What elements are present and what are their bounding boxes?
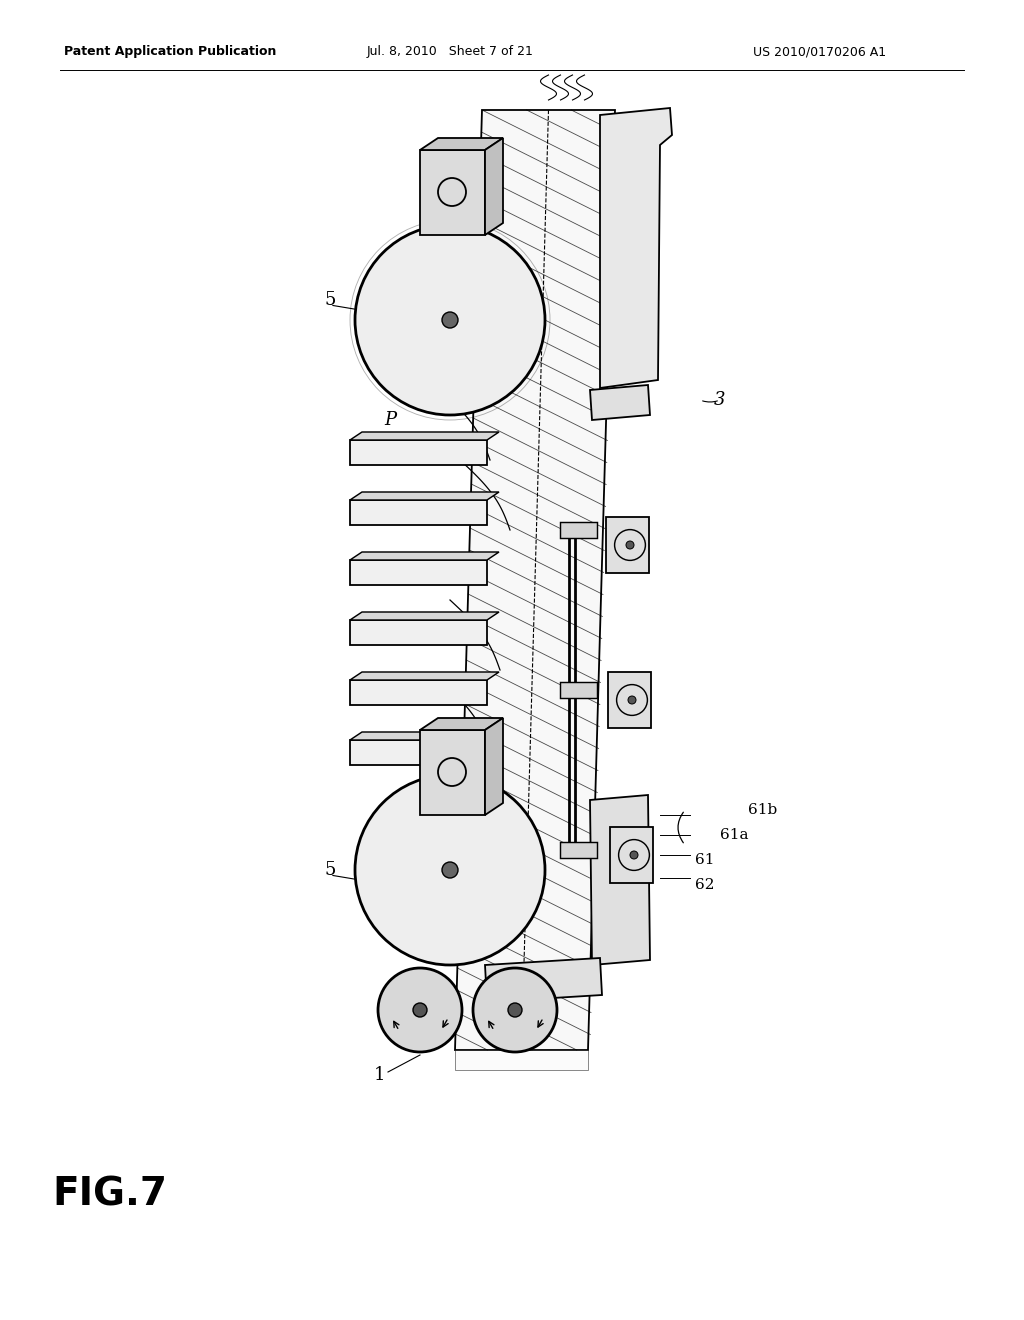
Text: FIG.7: FIG.7 [52,1176,168,1214]
Polygon shape [560,682,597,698]
Polygon shape [350,680,487,705]
Text: Jul. 8, 2010   Sheet 7 of 21: Jul. 8, 2010 Sheet 7 of 21 [367,45,534,58]
Text: 5: 5 [325,861,336,879]
Polygon shape [350,741,487,766]
Polygon shape [350,492,499,500]
Text: 61a: 61a [720,828,749,842]
Polygon shape [350,432,499,440]
Text: 61b: 61b [748,803,777,817]
Text: 61: 61 [695,853,715,867]
Circle shape [442,312,458,327]
Polygon shape [420,718,503,730]
Polygon shape [350,440,487,465]
Circle shape [413,1003,427,1016]
Circle shape [442,862,458,878]
Polygon shape [600,108,672,388]
Polygon shape [610,828,653,883]
Polygon shape [350,672,499,680]
Polygon shape [350,620,487,645]
Polygon shape [350,733,499,741]
Polygon shape [350,552,499,560]
Text: 62: 62 [695,878,715,892]
Polygon shape [560,521,597,539]
Text: 3: 3 [715,391,726,409]
Text: 1: 1 [374,1067,386,1084]
Polygon shape [455,1049,588,1071]
Polygon shape [485,139,503,235]
Text: 5: 5 [325,290,336,309]
Polygon shape [420,150,485,235]
Polygon shape [350,500,487,525]
Circle shape [473,968,557,1052]
Circle shape [378,968,462,1052]
Polygon shape [420,730,485,814]
Text: US 2010/0170206 A1: US 2010/0170206 A1 [754,45,887,58]
Polygon shape [420,139,503,150]
Circle shape [628,696,636,704]
Polygon shape [590,795,650,965]
Polygon shape [560,842,597,858]
Circle shape [508,1003,522,1016]
Polygon shape [485,718,503,814]
Polygon shape [455,110,615,1049]
Circle shape [355,775,545,965]
Circle shape [630,851,638,859]
Text: P: P [384,411,396,429]
Polygon shape [606,517,649,573]
Polygon shape [350,560,487,585]
Text: Patent Application Publication: Patent Application Publication [63,45,276,58]
Circle shape [355,224,545,414]
Polygon shape [608,672,651,729]
Polygon shape [350,612,499,620]
Polygon shape [485,958,602,1002]
Circle shape [626,541,634,549]
Polygon shape [590,385,650,420]
